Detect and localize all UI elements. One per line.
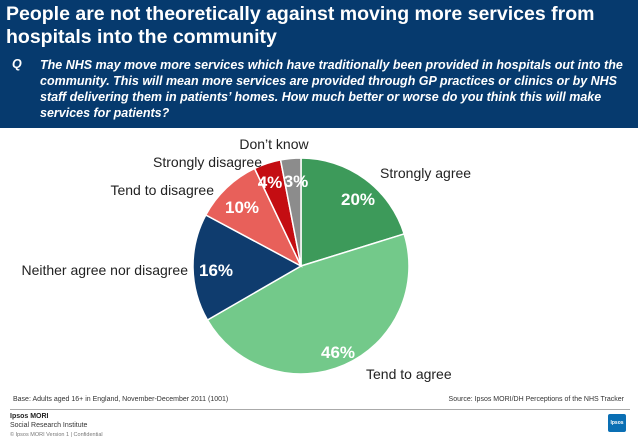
pct-label-dont-know: 3% — [284, 172, 309, 191]
base-note: Base: Adults aged 16+ in England, Novemb… — [13, 396, 229, 403]
category-label-strongly-disagree: Strongly disagree — [153, 154, 262, 170]
pct-label-tend-to-agree: 46% — [321, 343, 355, 362]
header-banner: People are not theoretically against mov… — [0, 0, 638, 128]
page-title: People are not theoretically against mov… — [6, 3, 595, 48]
legal-note: © Ipsos MORI Version 1 | Confidential — [10, 432, 103, 438]
category-label-neither: Neither agree nor disagree — [21, 262, 188, 278]
pie-slice-dont-know — [279, 157, 302, 267]
brand-name: Ipsos MORI — [10, 413, 49, 420]
pct-label-strongly-agree: 20% — [341, 190, 375, 209]
pie-slice-tend-to-agree — [206, 232, 410, 375]
brand-subtitle: Social Research Institute — [10, 422, 88, 429]
category-label-dont-know: Don’t know — [239, 136, 309, 152]
pie-chart: 20% 46% 16% 10% 4% 3% Strongly agree Tend to a… — [21, 136, 471, 382]
pct-label-tend-to-disagree: 10% — [225, 198, 259, 217]
pct-label-neither: 16% — [199, 261, 233, 280]
pct-label-strongly-disagree: 4% — [258, 173, 283, 192]
category-label-tend-to-disagree: Tend to disagree — [110, 182, 214, 198]
category-label-tend-to-agree: Tend to agree — [366, 366, 452, 382]
category-label-strongly-agree: Strongly agree — [380, 165, 471, 181]
footer-divider — [10, 409, 630, 410]
pie-slice-strongly-agree — [300, 157, 406, 268]
question-text: The NHS may move more services which hav… — [40, 58, 623, 120]
pie-slice-neither — [192, 213, 303, 322]
source-note: Source: Ipsos MORI/DH Perceptions of the… — [448, 396, 624, 403]
ipsos-logo: Ipsos — [608, 414, 626, 432]
question-marker: Q — [12, 57, 22, 71]
